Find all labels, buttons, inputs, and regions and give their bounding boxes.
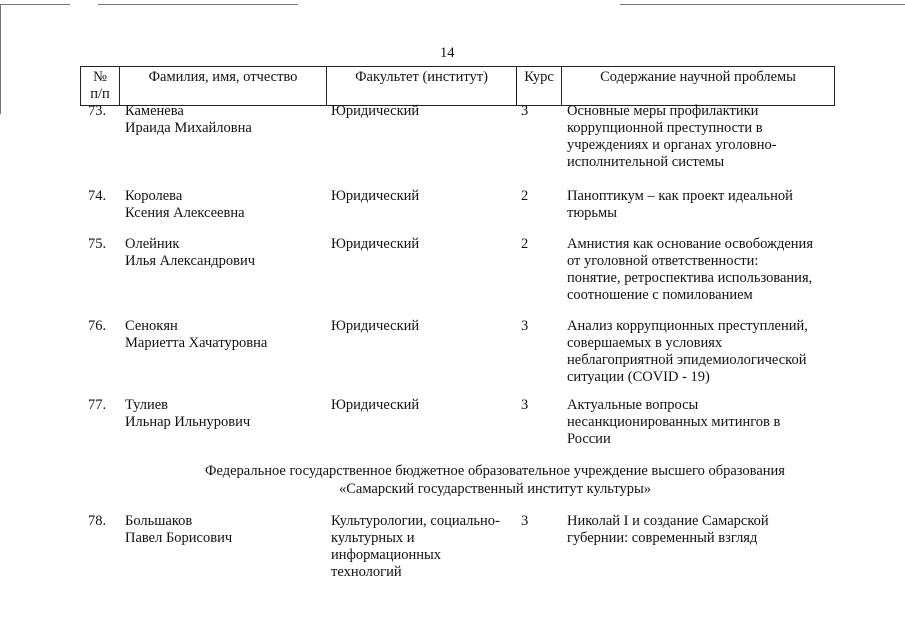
- cell-name: Каменева Ираида Михайловна: [125, 103, 252, 137]
- cell-line: от уголовной ответственности:: [567, 253, 759, 269]
- cell-line: России: [567, 431, 611, 447]
- table-header: № п/п Фамилия, имя, отчество Факультет (и…: [80, 66, 835, 106]
- cell-line: Юридический: [331, 236, 420, 252]
- cell-line: губернии: современный взгляд: [567, 530, 758, 546]
- cell-line: Королева: [125, 188, 183, 204]
- cell-faculty: Юридический: [331, 318, 419, 335]
- page-number: 14: [440, 45, 455, 61]
- cell-line: Ильнар Ильнурович: [125, 414, 251, 430]
- cell-line: Николай I и создание Самарской: [567, 513, 769, 529]
- cell-faculty: Культурологии, социально-культурных и инф…: [331, 513, 500, 581]
- cell-line: совершаемых в условиях: [567, 335, 723, 351]
- cell-name: Олейник Илья Александрович: [125, 236, 255, 270]
- cell-course: 2: [521, 188, 529, 204]
- cell-problem: Николай I и создание Самарской губернии: …: [567, 513, 769, 547]
- cell-line: тюрьмы: [567, 205, 617, 221]
- cell-course: 3: [521, 318, 529, 334]
- cell-problem: Паноптикум – как проект идеальной тюрьмы: [567, 188, 793, 222]
- cell-line: Большаков: [125, 513, 193, 529]
- cell-line: Тулиев: [125, 397, 169, 413]
- cell-faculty: Юридический: [331, 236, 419, 253]
- cell-course: 3: [521, 513, 529, 529]
- cell-line: Павел Борисович: [125, 530, 233, 546]
- cell-line: Сенокян: [125, 318, 178, 334]
- cell-line: коррупционной преступности в: [567, 120, 763, 136]
- cell-line: технологий: [331, 564, 402, 580]
- header-name: Фамилия, имя, отчество: [119, 66, 327, 106]
- cell-line: Олейник: [125, 236, 180, 252]
- cell-num: 73.: [88, 103, 107, 119]
- cell-faculty: Юридический: [331, 397, 419, 414]
- cell-line: Ксения Алексеевна: [125, 205, 245, 221]
- cell-line: соотношение с помилованием: [567, 287, 753, 303]
- cell-course: 3: [521, 103, 529, 119]
- header-course: Курс: [516, 66, 562, 106]
- cell-name: Королева Ксения Алексеевна: [125, 188, 245, 222]
- cell-line: Паноптикум – как проект идеальной: [567, 188, 793, 204]
- section-heading: Федеральное государственное бюджетное об…: [205, 463, 785, 497]
- cell-name: Большаков Павел Борисович: [125, 513, 232, 547]
- cell-name: Тулиев Ильнар Ильнурович: [125, 397, 250, 431]
- cell-line: несанкционированных митингов в: [567, 414, 781, 430]
- cell-line: неблагоприятной эпидемиологической: [567, 352, 807, 368]
- cell-line: Юридический: [331, 188, 420, 204]
- cell-faculty: Юридический: [331, 188, 419, 205]
- cell-line: Каменева: [125, 103, 184, 119]
- cell-line: Илья Александрович: [125, 253, 256, 269]
- cell-num: 74.: [88, 188, 107, 204]
- cell-line: учреждениях и органах уголовно-: [567, 137, 777, 153]
- cell-line: Культурологии, социально-: [331, 513, 500, 529]
- scan-artifact-line: [0, 4, 70, 5]
- cell-line: информационных: [331, 547, 441, 563]
- cell-line: Юридический: [331, 103, 420, 119]
- header-problem: Содержание научной проблемы: [561, 66, 835, 106]
- cell-line: Основные меры профилактики: [567, 103, 759, 119]
- cell-line: Юридический: [331, 397, 420, 413]
- cell-line: Амнистия как основание освобождения: [567, 236, 813, 252]
- cell-line: исполнительной системы: [567, 154, 725, 170]
- cell-line: Ираида Михайловна: [125, 120, 252, 136]
- cell-num: 75.: [88, 236, 107, 252]
- cell-line: Актуальные вопросы: [567, 397, 699, 413]
- cell-line: Мариетта Хачатуровна: [125, 335, 268, 351]
- header-num: № п/п: [80, 66, 120, 106]
- cell-num: 77.: [88, 397, 107, 413]
- scan-artifact-line: [98, 4, 298, 5]
- cell-num: 76.: [88, 318, 107, 334]
- cell-num: 78.: [88, 513, 107, 529]
- cell-course: 3: [521, 397, 529, 413]
- cell-course: 2: [521, 236, 529, 252]
- cell-problem: Основные меры профилактики коррупционной …: [567, 103, 777, 171]
- scan-artifact-line: [0, 4, 1, 114]
- cell-problem: Актуальные вопросы несанкционированных ми…: [567, 397, 780, 448]
- cell-problem: Амнистия как основание освобождения от уг…: [567, 236, 813, 304]
- cell-line: ситуации (COVID - 19): [567, 369, 710, 385]
- cell-line: понятие, ретроспектива использования,: [567, 270, 813, 286]
- cell-name: Сенокян Мариетта Хачатуровна: [125, 318, 267, 352]
- cell-line: Юридический: [331, 318, 420, 334]
- cell-line: Анализ коррупционных преступлений,: [567, 318, 808, 334]
- header-faculty: Факультет (институт): [326, 66, 517, 106]
- cell-line: культурных и: [331, 530, 415, 546]
- cell-problem: Анализ коррупционных преступлений, соверш…: [567, 318, 808, 386]
- scan-artifact-line: [620, 4, 905, 5]
- cell-faculty: Юридический: [331, 103, 419, 120]
